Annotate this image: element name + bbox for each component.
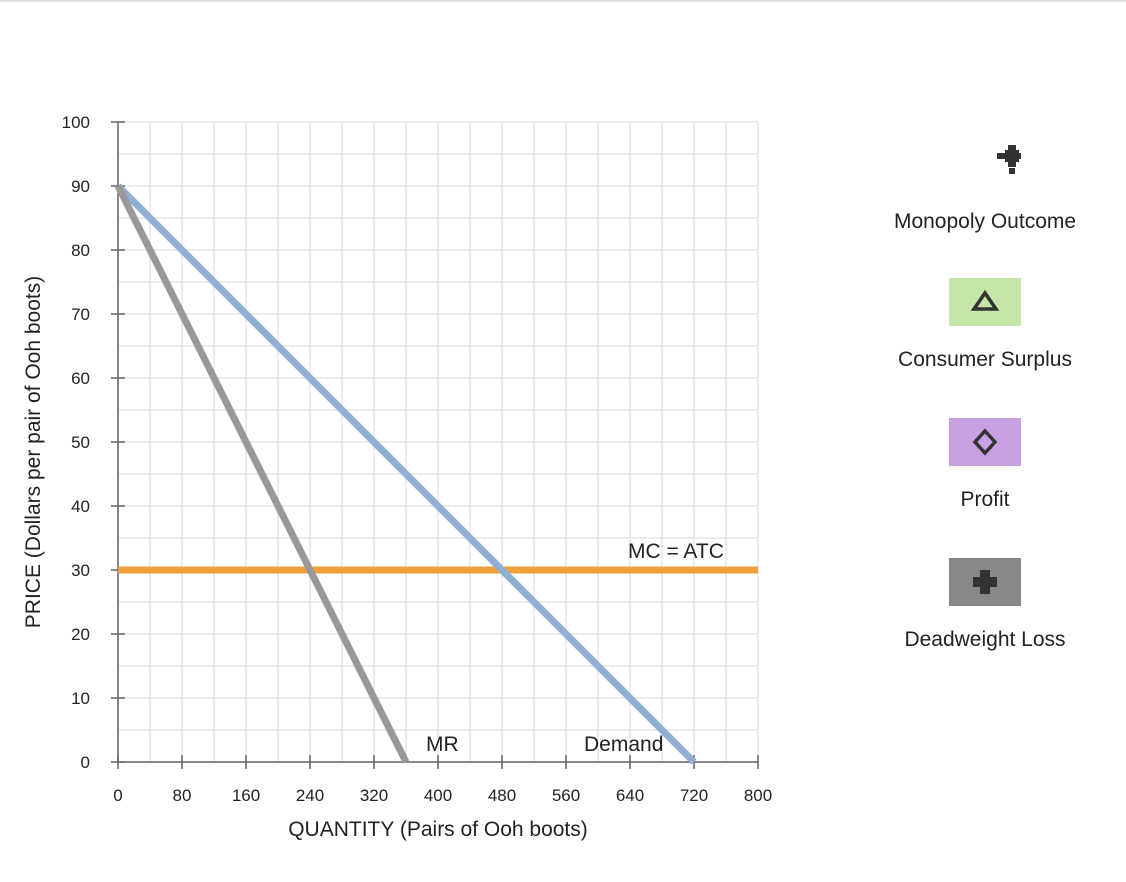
y-tick-label: 20 — [71, 625, 90, 644]
y-tick-label: 70 — [71, 305, 90, 324]
y-tick-label: 60 — [71, 369, 90, 388]
y-tick-label: 40 — [71, 497, 90, 516]
triangle-icon — [949, 278, 1021, 326]
y-axis-title: PRICE (Dollars per pair of Ooh boots) — [22, 276, 45, 628]
x-tick-label: 720 — [680, 786, 708, 805]
curve-label: MR — [426, 733, 459, 756]
x-tick-label: 320 — [360, 786, 388, 805]
x-tick-label: 0 — [113, 786, 122, 805]
y-tick-label: 100 — [62, 113, 90, 132]
palette-monopoly-outcome[interactable]: Monopoly Outcome — [870, 140, 1100, 234]
palette-deadweight-loss[interactable]: Deadweight Loss — [870, 558, 1100, 652]
x-tick-label: 640 — [616, 786, 644, 805]
y-tick-label: 50 — [71, 433, 90, 452]
palette-profit[interactable]: Profit — [870, 418, 1100, 512]
x-tick-label: 400 — [424, 786, 452, 805]
diamond-icon — [949, 418, 1021, 466]
y-tick-label: 0 — [81, 753, 90, 772]
curve-label: Demand — [584, 733, 663, 756]
y-tick-label: 90 — [71, 177, 90, 196]
x-tick-label: 240 — [296, 786, 324, 805]
x-tick-label: 800 — [744, 786, 772, 805]
x-axis-title: QUANTITY (Pairs of Ooh boots) — [288, 818, 588, 841]
series-line-mr — [114, 184, 410, 764]
cross-icon — [949, 558, 1021, 606]
grid — [117, 121, 759, 763]
x-tick-label: 560 — [552, 786, 580, 805]
y-tick-label: 30 — [71, 561, 90, 580]
palette-label: Monopoly Outcome — [893, 210, 1077, 233]
labels-group: 0 10 20 30 40 50 60 70 80 90 100 0 80 160 240 320 400 480… — [22, 113, 772, 841]
plus-dot-icon — [949, 140, 1021, 188]
palette-consumer-surplus[interactable]: Consumer Surplus — [870, 278, 1100, 372]
series-line-demand — [115, 183, 697, 765]
palette-label: Deadweight Loss — [904, 628, 1066, 651]
palette-label: Consumer Surplus — [898, 348, 1072, 371]
y-tick-label: 80 — [71, 241, 90, 260]
axes — [111, 121, 759, 769]
series-group — [114, 183, 758, 765]
y-tick-label: 10 — [71, 689, 90, 708]
palette-label: Profit — [960, 488, 1010, 511]
x-tick-label: 160 — [232, 786, 260, 805]
top-border — [0, 0, 1126, 2]
x-tick-label: 80 — [173, 786, 192, 805]
x-tick-label: 480 — [488, 786, 516, 805]
curve-label: MC = ATC — [628, 540, 724, 563]
